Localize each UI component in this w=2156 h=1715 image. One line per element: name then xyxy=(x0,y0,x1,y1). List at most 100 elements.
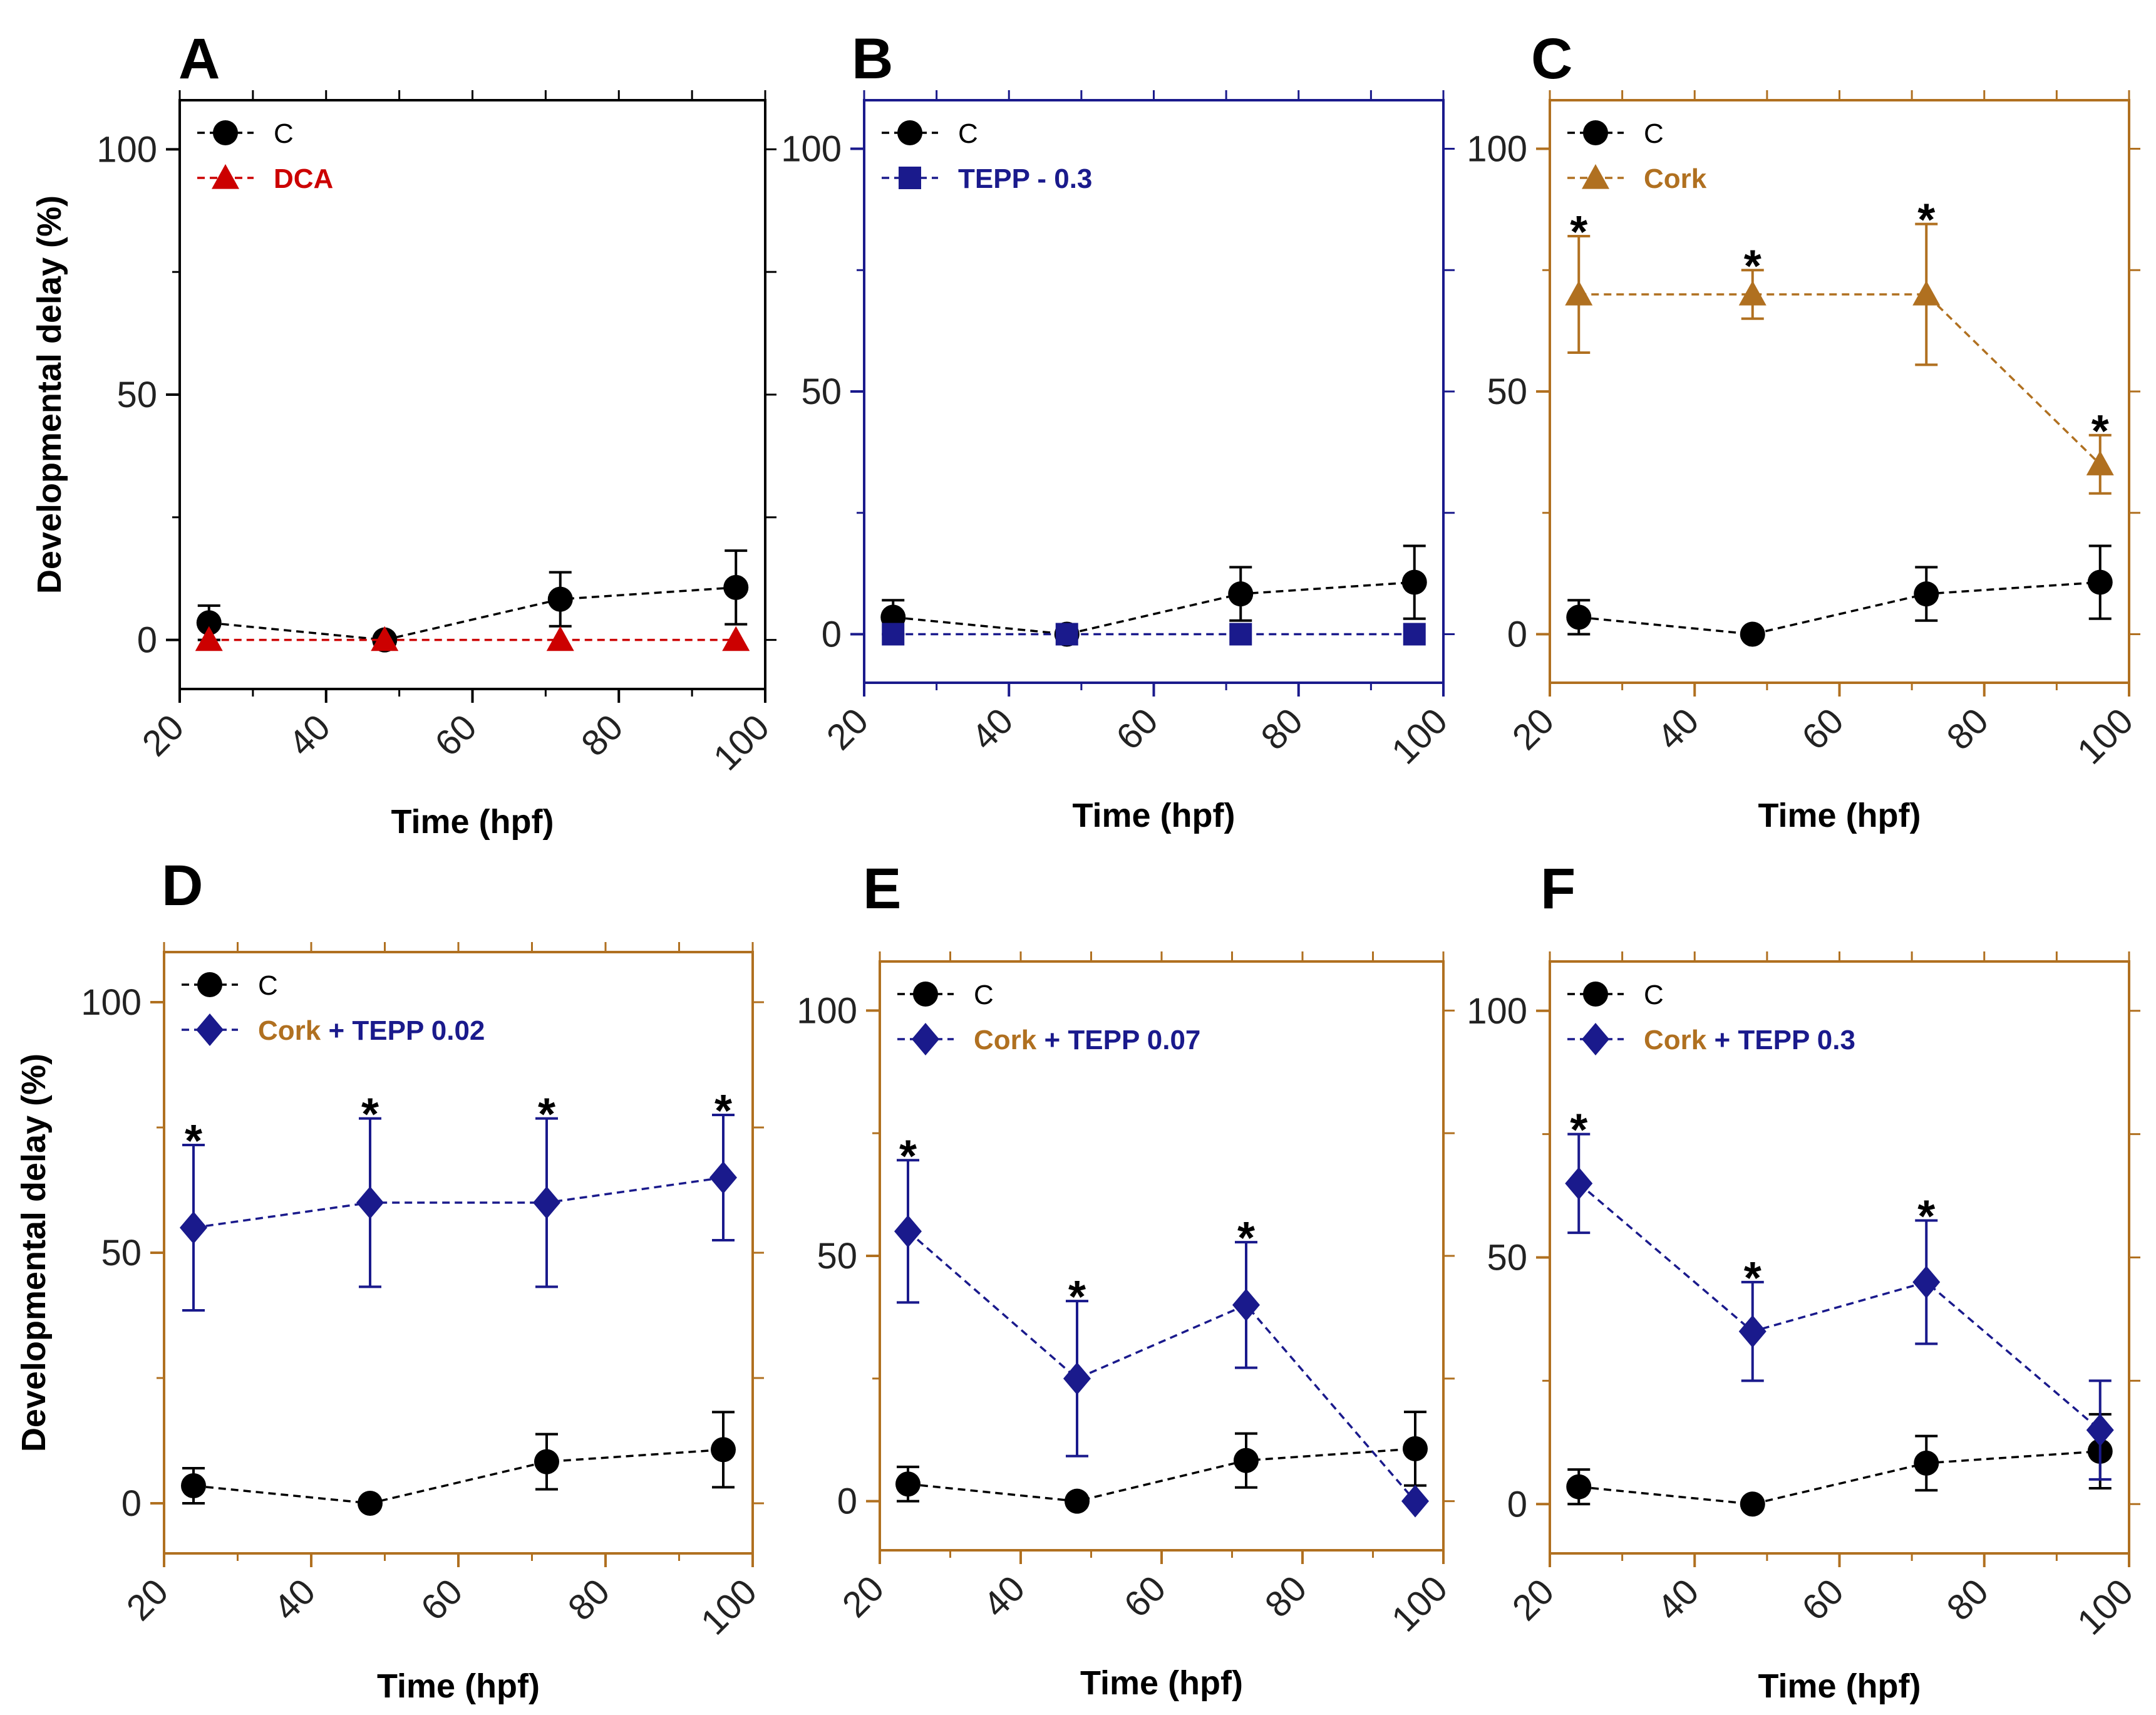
panel-c-y-tick-label: 100 xyxy=(1467,129,1527,170)
panel-b-data-point xyxy=(1403,623,1426,646)
panel-a-x-tick-label: 80 xyxy=(574,707,631,764)
panel-b-legend-entry: TEPP - 0.3 xyxy=(882,163,1092,194)
panel-e-legend-label: C xyxy=(974,980,994,1010)
panel-e-series-line xyxy=(907,1230,1416,1502)
panel-d-data-point xyxy=(533,1186,560,1219)
panel-d-series-line xyxy=(193,1176,724,1229)
panel-f-legend-entry: Cork + TEPP 0.3 xyxy=(1567,1023,1855,1055)
panel-c-y-tick-label: 0 xyxy=(1507,614,1527,655)
panel-a-x-tick-label: 40 xyxy=(281,707,338,764)
panel-d-data-point xyxy=(711,1437,736,1463)
panel-c-label: C xyxy=(1531,27,1572,91)
panel-e-legend-entry: C xyxy=(897,980,994,1010)
panel-b-x-tick-label: 100 xyxy=(1384,700,1455,772)
panel-f-y-tick-label: 100 xyxy=(1467,991,1527,1032)
panel-a-legend-marker xyxy=(212,164,239,189)
panel-d-x-tick-label: 20 xyxy=(119,1571,177,1629)
panel-c-legend-marker xyxy=(1583,120,1608,145)
panel-e-x-axis-title: Time (hpf) xyxy=(1080,1664,1243,1702)
panel-d-x-tick-label: 40 xyxy=(266,1571,324,1629)
panel-f-label: F xyxy=(1540,857,1576,921)
panel-e-legend-label: Cork + TEPP 0.07 xyxy=(974,1025,1200,1055)
panel-d-data-point xyxy=(534,1449,559,1474)
panel-d-y-tick-label: 50 xyxy=(101,1233,142,1273)
panel-a-legend-text-part: DCA xyxy=(274,163,333,194)
panel-e-x-tick-label: 80 xyxy=(1257,1568,1315,1625)
panel-e-data-point xyxy=(894,1215,922,1248)
panel-b-data-point xyxy=(882,623,905,646)
panel-b-data-point xyxy=(1401,569,1427,595)
panel-f-legend-marker xyxy=(1583,982,1608,1007)
panel-a-data-point xyxy=(195,626,223,651)
panel-f-data-point xyxy=(1566,1474,1592,1500)
panel-f-legend-text-part: + TEPP 0.3 xyxy=(1706,1025,1855,1055)
panel-b-data-point xyxy=(1229,623,1252,646)
panel-b-series-line xyxy=(893,581,1415,636)
panel-d-y-axis-title: Developmental delay (%) xyxy=(15,1054,53,1452)
panel-f-x-tick-label: 100 xyxy=(2070,1571,2141,1642)
panel-b-x-tick-label: 80 xyxy=(1253,700,1311,758)
panel-c-legend-marker xyxy=(1582,164,1609,189)
panel-b-legend-marker xyxy=(899,167,921,189)
panel-b-legend-marker xyxy=(897,120,922,145)
panel-d-label: D xyxy=(162,854,203,918)
panel-c-x-tick-label: 40 xyxy=(1649,700,1707,758)
panel-a-legend-text-part: C xyxy=(274,118,294,149)
panel-b-y-tick-label: 100 xyxy=(781,129,842,170)
panel-f-significance-star: * xyxy=(1917,1191,1935,1241)
panel-a-data-point xyxy=(371,626,399,651)
panel-a-y-axis-title: Developmental delay (%) xyxy=(31,195,68,594)
panel-d-data-point xyxy=(356,1186,384,1219)
panel-f-significance-star: * xyxy=(1744,1253,1761,1303)
panel-d-legend-text-part: C xyxy=(258,970,278,1001)
panel-e-data-point xyxy=(1401,1484,1429,1518)
panel-f-y-tick-label: 50 xyxy=(1487,1238,1527,1278)
panel-d-series-line xyxy=(193,1448,724,1505)
panel-d-x-tick-label: 100 xyxy=(693,1571,765,1642)
panel-e-series-0 xyxy=(895,1411,1428,1514)
panel-a-legend-label: C xyxy=(274,118,294,149)
panel-b-x-tick-label: 60 xyxy=(1108,700,1166,758)
panel-d-data-point xyxy=(709,1161,737,1194)
panel-a-series-0 xyxy=(196,549,749,653)
panel-d-legend-text-part: Cork xyxy=(258,1015,321,1046)
panel-f: F 0 50 100 20 40 60 80 100 Time (hpf) * * * C Cork + T… xyxy=(1467,857,2141,1705)
panel-f-data-point xyxy=(1912,1265,1941,1298)
panel-b-legend-label: C xyxy=(958,118,978,149)
panel-b-series-1 xyxy=(882,623,1426,646)
panel-f-significance-star: * xyxy=(1570,1106,1587,1156)
panel-c: C 0 50 100 20 40 60 80 100 Time (hpf) * * * * C Cork xyxy=(1467,27,2141,834)
panel-a-x-axis-title: Time (hpf) xyxy=(391,803,554,841)
panel-a-y-tick-label: 100 xyxy=(96,129,157,170)
panel-f-x-tick-label: 40 xyxy=(1649,1571,1707,1629)
panel-e-legend-marker xyxy=(913,982,938,1007)
panel-e-x-tick-label: 100 xyxy=(1384,1568,1455,1639)
panel-a-plot-frame xyxy=(178,99,766,690)
panel-b-y-tick-label: 0 xyxy=(822,614,842,655)
panel-a-label: A xyxy=(178,27,220,91)
panel-d-significance-star: * xyxy=(538,1090,555,1140)
panel-a-legend-entry: C xyxy=(197,118,294,149)
panel-e-legend-marker xyxy=(912,1023,939,1055)
panel-e-y-tick-label: 50 xyxy=(817,1236,857,1277)
panel-b-legend-text-part: TEPP - 0.3 xyxy=(958,163,1092,194)
panel-d-x-tick-label: 60 xyxy=(413,1571,471,1629)
panel-e-x-tick-label: 60 xyxy=(1117,1568,1174,1625)
panel-c-legend-text-part: Cork xyxy=(1644,163,1707,194)
panel-c-data-point xyxy=(1738,281,1767,306)
panel-d-series-1: * * * * xyxy=(180,1086,737,1312)
panel-d: D 0 50 100 20 40 60 80 100 Time (hpf) Developmenta… xyxy=(15,854,765,1705)
panel-c-data-point xyxy=(1740,621,1765,647)
panel-e-label: E xyxy=(863,857,901,921)
panel-b: B 0 50 100 20 40 60 80 100 Time (hpf) C TEPP - 0.3 xyxy=(781,27,1455,834)
panel-c-data-point xyxy=(1565,281,1593,306)
panel-c-x-axis-title: Time (hpf) xyxy=(1758,797,1921,834)
panel-f-series-line xyxy=(1578,1183,2101,1431)
panel-e-y-tick-label: 0 xyxy=(837,1481,857,1522)
panel-e-series-line xyxy=(907,1448,1416,1503)
panel-c-legend-label: C xyxy=(1644,118,1664,149)
panel-a-legend-entry: DCA xyxy=(197,163,333,194)
panel-c-series-1: * * * * xyxy=(1565,195,2114,495)
panel-b-series-0 xyxy=(880,544,1427,647)
